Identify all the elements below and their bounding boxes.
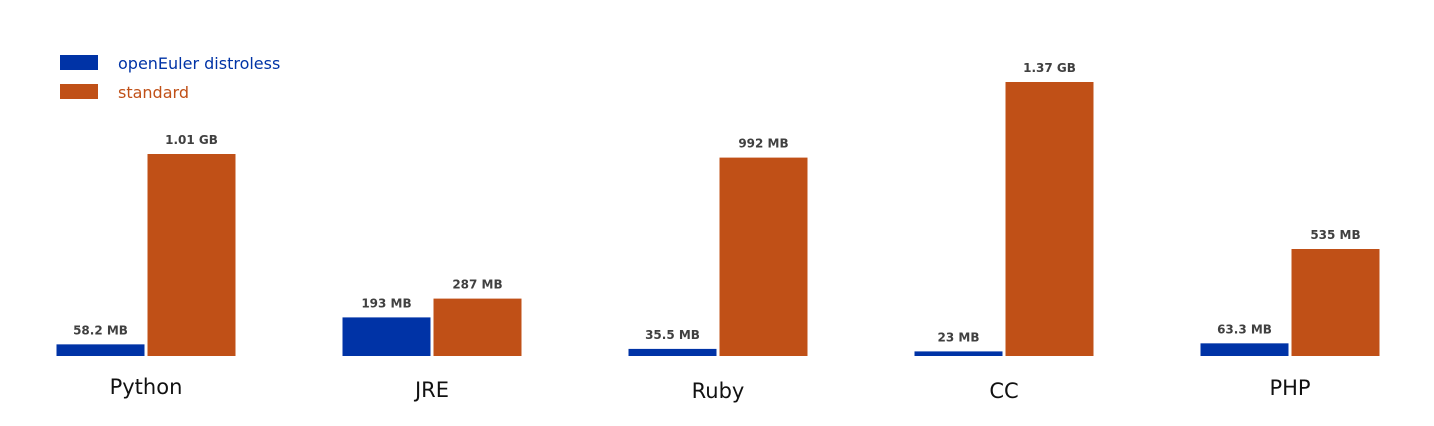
data-label-ruby-openeuler-distroless: 35.5 MB xyxy=(645,328,700,342)
bar-jre-standard xyxy=(433,298,522,356)
category-label-ruby: Ruby xyxy=(692,379,745,403)
data-label-cc-openeuler-distroless: 23 MB xyxy=(938,330,980,344)
data-label-php-standard: 535 MB xyxy=(1310,228,1360,242)
category-label-php: PHP xyxy=(1269,376,1310,400)
bar-cc-openeuler-distroless xyxy=(914,351,1003,356)
category-label-jre: JRE xyxy=(413,378,449,402)
bar-cc-standard xyxy=(1005,82,1094,356)
bar-ruby-openeuler-distroless xyxy=(628,348,717,356)
bar-python-openeuler-distroless xyxy=(56,344,145,356)
bar-php-standard xyxy=(1291,249,1380,356)
data-label-php-openeuler-distroless: 63.3 MB xyxy=(1217,322,1272,336)
legend-label-openeuler-distroless: openEuler distroless xyxy=(118,54,280,73)
legend-swatch-standard xyxy=(60,84,98,99)
legend-swatch-openeuler-distroless xyxy=(60,55,98,70)
data-label-cc-standard: 1.37 GB xyxy=(1023,61,1076,75)
data-label-ruby-standard: 992 MB xyxy=(738,137,788,151)
bar-python-standard xyxy=(147,154,236,356)
legend: openEuler distroless standard xyxy=(60,54,280,102)
data-label-jre-openeuler-distroless: 193 MB xyxy=(361,296,411,310)
bar-php-openeuler-distroless xyxy=(1200,343,1289,356)
data-label-python-openeuler-distroless: 58.2 MB xyxy=(73,323,128,337)
bars: 58.2 MB 1.01 GB Python 193 MB 287 MB JRE 35.5 … xyxy=(56,61,1380,403)
category-label-cc: CC xyxy=(989,379,1018,403)
category-label-python: Python xyxy=(110,375,183,399)
bar-jre-openeuler-distroless xyxy=(342,317,431,356)
data-label-jre-standard: 287 MB xyxy=(452,278,502,292)
data-label-python-standard: 1.01 GB xyxy=(165,133,218,147)
legend-label-standard: standard xyxy=(118,83,189,102)
bar-ruby-standard xyxy=(719,157,808,356)
